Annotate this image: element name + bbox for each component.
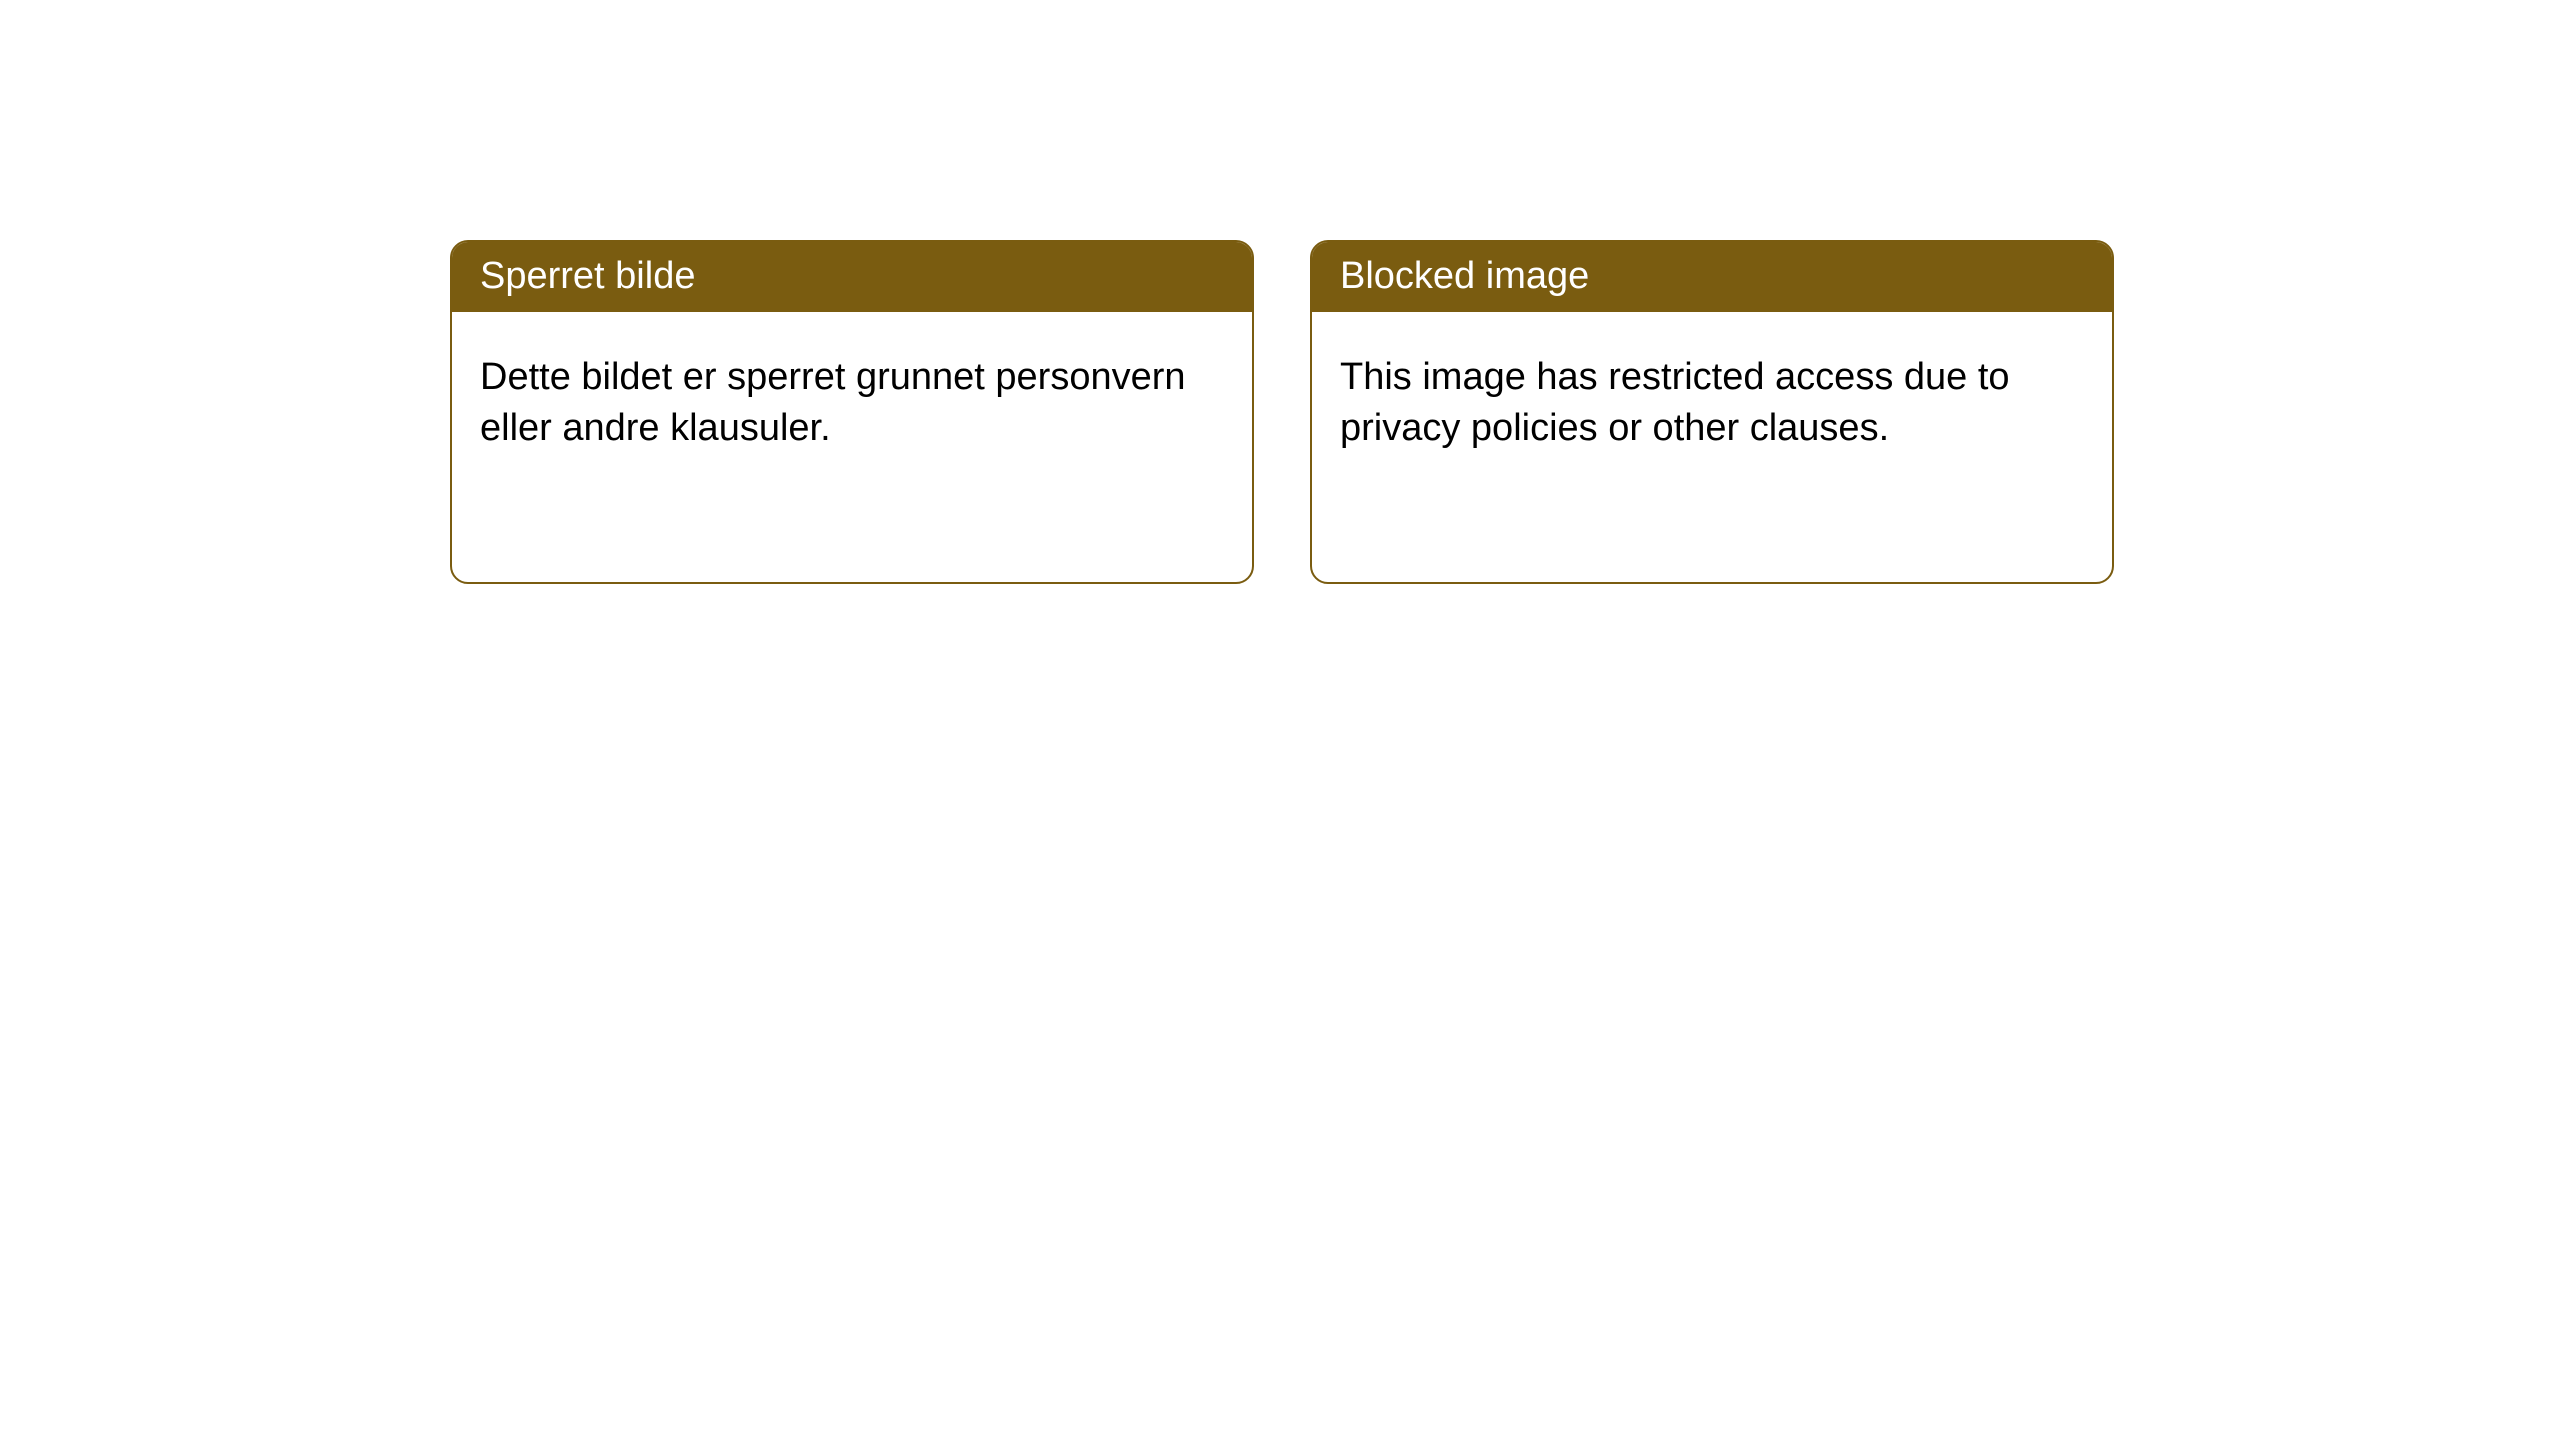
card-header: Blocked image <box>1312 242 2112 312</box>
card-body: This image has restricted access due to … <box>1312 312 2112 582</box>
notice-card-norwegian: Sperret bilde Dette bildet er sperret gr… <box>450 240 1254 584</box>
card-body: Dette bildet er sperret grunnet personve… <box>452 312 1252 582</box>
notice-card-english: Blocked image This image has restricted … <box>1310 240 2114 584</box>
card-header: Sperret bilde <box>452 242 1252 312</box>
notice-cards-container: Sperret bilde Dette bildet er sperret gr… <box>0 0 2560 584</box>
